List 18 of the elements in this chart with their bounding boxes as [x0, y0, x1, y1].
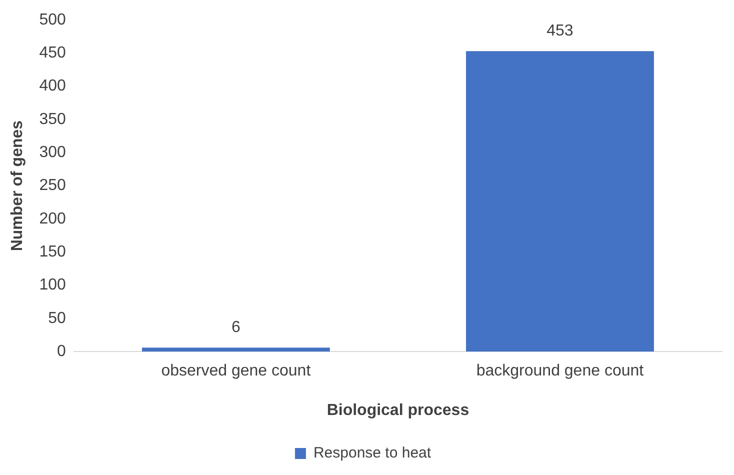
y-tick-label: 500: [39, 11, 66, 28]
y-tick-label: 100: [39, 276, 66, 294]
legend-label: Response to heat: [313, 444, 432, 462]
x-tick-label: background gene count: [476, 362, 644, 380]
x-axis-title: Biological process: [326, 402, 470, 419]
y-tick-label: 150: [39, 244, 66, 261]
y-tick-label: 400: [39, 78, 66, 95]
y-tick-label: 450: [39, 44, 66, 62]
y-tick-label: 50: [48, 310, 66, 327]
y-tick-label: 200: [39, 210, 66, 228]
data-label: 6: [231, 319, 240, 336]
y-axis-title: Number of genes: [9, 120, 26, 252]
y-tick-label: 250: [39, 177, 66, 194]
x-tick-label: observed gene count: [161, 362, 312, 380]
y-tick-label: 0: [56, 343, 66, 360]
data-label: 453: [546, 22, 574, 40]
y-tick-label: 300: [39, 144, 66, 162]
y-tick-label: 350: [39, 110, 66, 128]
